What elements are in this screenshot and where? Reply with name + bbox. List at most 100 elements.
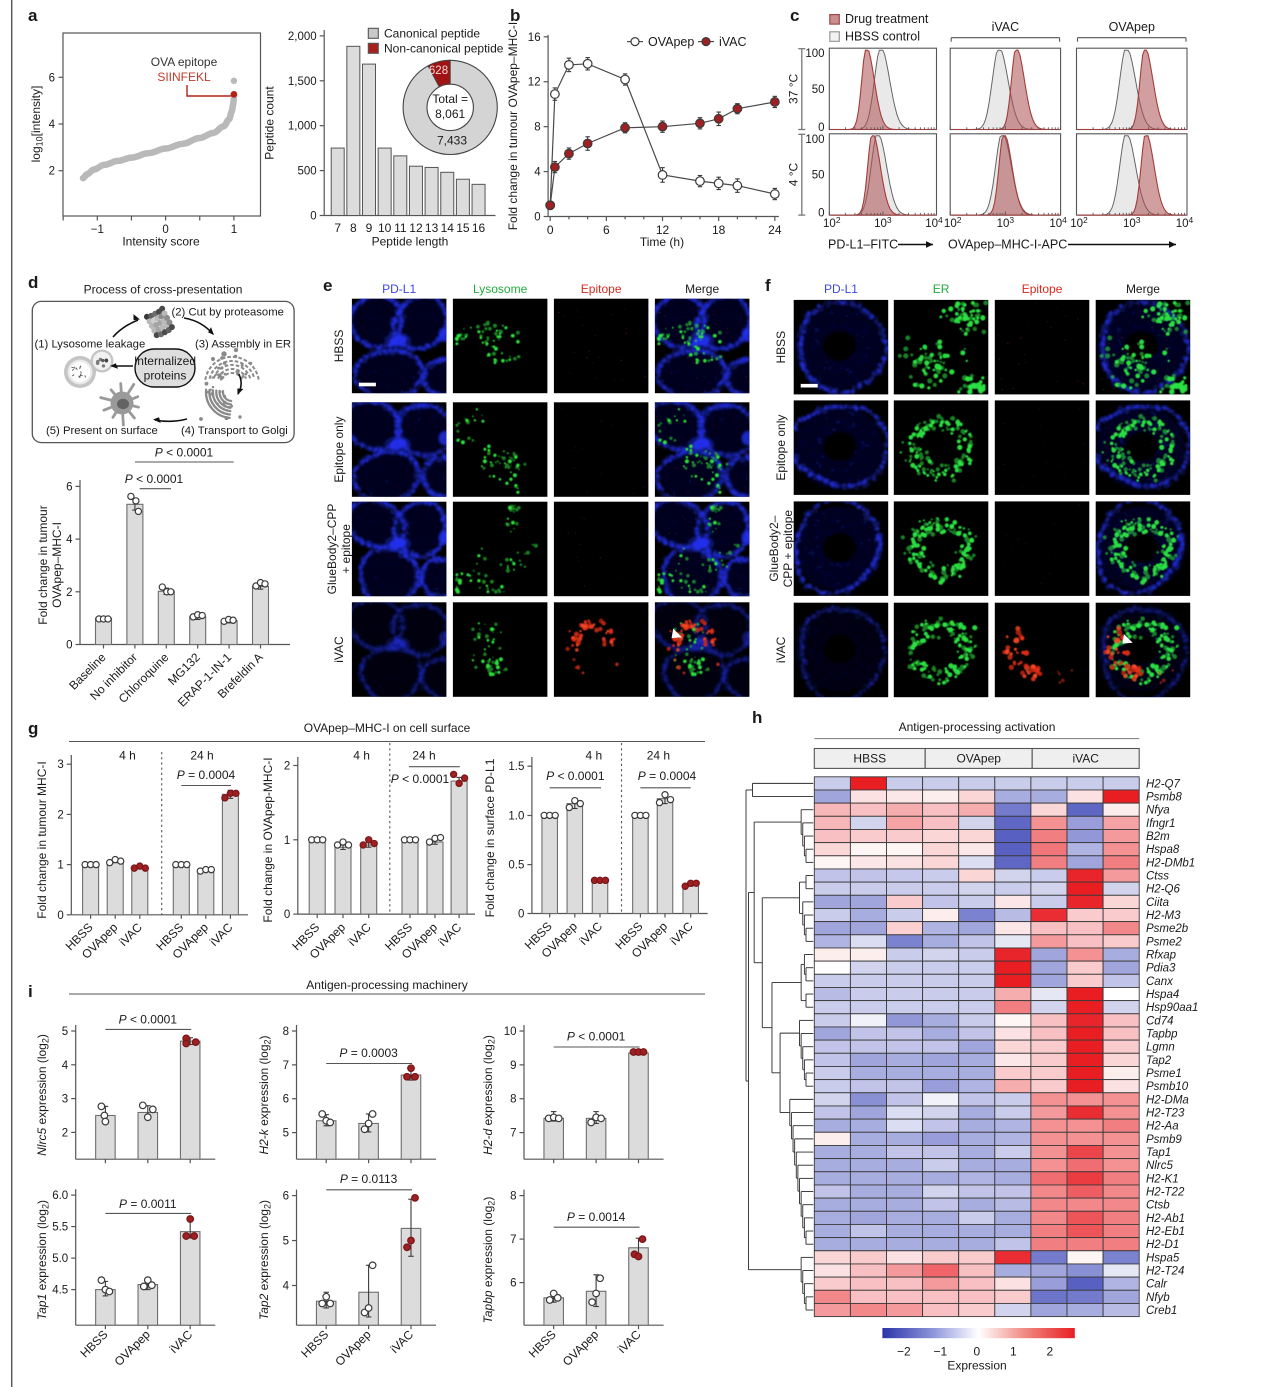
- svg-text:i: i: [28, 982, 33, 1001]
- svg-text:3: 3: [62, 1094, 68, 1106]
- svg-text:H2-DMb1: H2-DMb1: [1146, 857, 1195, 869]
- svg-text:0: 0: [818, 208, 824, 220]
- svg-text:(3) Assembly in ER: (3) Assembly in ER: [195, 339, 291, 351]
- svg-text:4 °C: 4 °C: [787, 162, 801, 186]
- svg-text:0: 0: [534, 212, 540, 224]
- svg-text:6: 6: [283, 1094, 289, 1106]
- svg-text:8: 8: [510, 1094, 516, 1106]
- svg-text:Canonical peptide: Canonical peptide: [384, 26, 480, 40]
- svg-text:0: 0: [818, 122, 824, 134]
- svg-text:16: 16: [528, 32, 541, 44]
- svg-text:0: 0: [547, 223, 554, 237]
- svg-text:P < 0.0001: P < 0.0001: [391, 772, 450, 786]
- svg-text:3: 3: [57, 759, 63, 771]
- svg-text:−1: −1: [934, 1345, 948, 1359]
- svg-text:OVA epitope: OVA epitope: [151, 55, 218, 69]
- svg-text:Fold change in OVApep-MHC-I: Fold change in OVApep-MHC-I: [261, 757, 275, 922]
- svg-text:h: h: [752, 708, 762, 727]
- svg-text:e: e: [323, 276, 332, 295]
- svg-text:Nlrc5 expression (log2): Nlrc5 expression (log2): [35, 1034, 51, 1156]
- svg-text:7: 7: [510, 1128, 516, 1140]
- svg-text:Non-canonical peptide: Non-canonical peptide: [384, 41, 504, 55]
- svg-text:P = 0.0113: P = 0.0113: [340, 1172, 398, 1186]
- svg-text:Tap1 expression (log2): Tap1 expression (log2): [35, 1200, 51, 1320]
- svg-text:Intensity score: Intensity score: [122, 235, 200, 249]
- svg-text:2: 2: [49, 166, 55, 178]
- svg-text:Hspa4: Hspa4: [1146, 989, 1179, 1001]
- svg-text:1.5: 1.5: [508, 761, 524, 773]
- svg-text:Antigen-processing machinery: Antigen-processing machinery: [306, 978, 467, 992]
- svg-text:9: 9: [366, 221, 373, 235]
- svg-text:Epitope: Epitope: [581, 282, 622, 296]
- svg-text:P = 0.0003: P = 0.0003: [339, 1046, 398, 1060]
- svg-text:18: 18: [712, 223, 726, 237]
- svg-text:4 h: 4 h: [353, 749, 370, 763]
- svg-text:iVAC: iVAC: [992, 20, 1020, 34]
- svg-text:2: 2: [66, 587, 72, 599]
- svg-text:11: 11: [394, 221, 407, 235]
- svg-text:H2-k expression (log2): H2-k expression (log2): [257, 1035, 273, 1154]
- svg-text:iVAC: iVAC: [719, 35, 747, 49]
- svg-text:1: 1: [231, 224, 237, 236]
- svg-text:Internalized: Internalized: [134, 354, 196, 368]
- svg-text:0: 0: [974, 1345, 981, 1359]
- svg-text:Psme2b: Psme2b: [1146, 923, 1189, 935]
- svg-text:Tap1: Tap1: [1146, 1147, 1171, 1159]
- svg-text:H2-D1: H2-D1: [1146, 1239, 1179, 1251]
- svg-text:4 h: 4 h: [585, 749, 602, 763]
- svg-text:H2-d expression (log2): H2-d expression (log2): [481, 1035, 497, 1155]
- svg-text:proteins: proteins: [144, 369, 187, 383]
- svg-text:24 h: 24 h: [190, 749, 213, 763]
- svg-text:24 h: 24 h: [412, 749, 435, 763]
- svg-text:P = 0.0004: P = 0.0004: [177, 768, 236, 782]
- svg-text:P = 0.0004: P = 0.0004: [638, 769, 697, 783]
- svg-text:12: 12: [409, 221, 423, 235]
- svg-text:OVApep–MHC-I on cell surface: OVApep–MHC-I on cell surface: [304, 721, 471, 735]
- svg-text:6: 6: [603, 223, 610, 237]
- svg-text:H2-Eb1: H2-Eb1: [1146, 1226, 1185, 1238]
- svg-text:Peptide count: Peptide count: [263, 86, 277, 160]
- svg-text:50: 50: [812, 84, 825, 96]
- svg-text:6: 6: [510, 1278, 516, 1290]
- svg-text:12: 12: [528, 77, 541, 89]
- svg-text:P < 0.0001: P < 0.0001: [567, 1030, 626, 1044]
- svg-text:24: 24: [768, 223, 782, 237]
- svg-text:H2-Aa: H2-Aa: [1146, 1121, 1179, 1133]
- svg-text:0: 0: [518, 909, 524, 921]
- svg-text:15: 15: [456, 221, 470, 235]
- svg-text:4: 4: [534, 167, 541, 179]
- svg-text:4: 4: [62, 1060, 69, 1072]
- svg-text:P = 0.0011: P = 0.0011: [119, 1197, 177, 1211]
- svg-text:iVAC: iVAC: [1072, 752, 1099, 766]
- svg-text:0.5: 0.5: [508, 860, 524, 872]
- svg-text:13: 13: [425, 221, 439, 235]
- svg-text:Nfya: Nfya: [1146, 805, 1170, 817]
- svg-text:1: 1: [57, 860, 63, 872]
- svg-text:Fold change in tumour: Fold change in tumour: [36, 505, 50, 624]
- svg-text:H2-T23: H2-T23: [1146, 1108, 1185, 1120]
- svg-text:6: 6: [49, 72, 55, 84]
- svg-text:10: 10: [378, 221, 392, 235]
- svg-text:8: 8: [510, 1191, 516, 1203]
- svg-text:50: 50: [812, 169, 825, 181]
- svg-text:g: g: [28, 719, 38, 738]
- svg-text:1: 1: [284, 835, 290, 847]
- svg-text:H2-K1: H2-K1: [1146, 1173, 1179, 1185]
- svg-text:P < 0.0001: P < 0.0001: [155, 446, 214, 460]
- svg-text:8: 8: [350, 221, 357, 235]
- svg-text:0: 0: [57, 910, 63, 922]
- svg-text:Fold change in surface PD-L1: Fold change in surface PD-L1: [483, 758, 497, 917]
- svg-text:(2) Cut by proteasome: (2) Cut by proteasome: [172, 307, 284, 319]
- svg-text:Lgmn: Lgmn: [1146, 1042, 1175, 1054]
- svg-text:H2-T22: H2-T22: [1146, 1187, 1185, 1199]
- svg-text:(5) Present on surface: (5) Present on surface: [46, 425, 158, 437]
- svg-text:100: 100: [805, 134, 824, 146]
- svg-text:Psmb10: Psmb10: [1146, 1081, 1189, 1093]
- svg-text:6.0: 6.0: [52, 1190, 68, 1202]
- svg-text:Ifngr1: Ifngr1: [1146, 818, 1175, 830]
- svg-text:Pdia3: Pdia3: [1146, 963, 1176, 975]
- svg-text:(4) Transport to Golgi: (4) Transport to Golgi: [181, 425, 288, 437]
- svg-text:10: 10: [504, 1026, 517, 1038]
- svg-text:Hspa5: Hspa5: [1146, 1252, 1180, 1264]
- svg-text:Expression: Expression: [947, 1359, 1006, 1373]
